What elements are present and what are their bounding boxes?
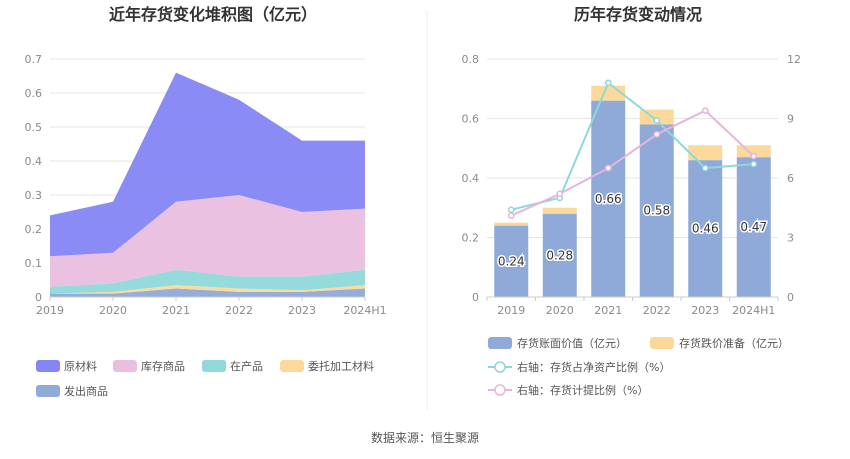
right-y2-tick-label: 3 <box>787 232 794 245</box>
bar-impairment-reserve <box>736 145 771 158</box>
right-legend-marker <box>494 361 506 373</box>
right-y-tick-label: 0 <box>472 291 479 304</box>
right-x-tick-label: 2023 <box>691 304 719 317</box>
line-point-2 <box>604 164 612 172</box>
left-y-tick-label: 0.6 <box>25 87 43 100</box>
right-y-tick-label: 0.6 <box>462 113 480 126</box>
left-x-tick-label: 2022 <box>225 304 253 317</box>
right-x-tick-label: 2021 <box>594 304 622 317</box>
bar-impairment-reserve <box>494 222 529 226</box>
left-area-5 <box>50 72 365 257</box>
left-legend-label: 库存商品 <box>141 359 185 373</box>
left-legend-swatch <box>280 360 304 372</box>
left-chart-title: 近年存货变化堆积图（亿元） <box>109 5 317 24</box>
left-legend-swatch <box>202 360 226 372</box>
bar-impairment-reserve <box>688 145 723 161</box>
right-legend-label: 右轴：存货占净资产比例（%） <box>517 360 670 374</box>
left-legend-label: 发出商品 <box>64 384 108 398</box>
left-y-tick-label: 0 <box>35 291 42 304</box>
left-y-tick-label: 0.7 <box>25 53 43 66</box>
left-area-1 <box>50 288 365 297</box>
bar-impairment-reserve <box>542 207 577 214</box>
left-x-tick-label: 2024H1 <box>343 304 386 317</box>
right-y2-tick-label: 9 <box>787 113 794 126</box>
bar-data-label: 0.24 <box>498 254 525 268</box>
line-point-1 <box>653 117 661 124</box>
right-x-tick-label: 2019 <box>497 304 525 317</box>
left-area-4 <box>50 195 365 287</box>
data-source: 数据来源：恒生聚源 <box>371 430 479 445</box>
line-point-2 <box>701 107 709 114</box>
line-series-1 <box>511 81 754 211</box>
line-point-2 <box>750 152 758 160</box>
left-legend-label: 委托加工材料 <box>308 359 374 373</box>
right-legend-label: 存货跌价准备（亿元） <box>679 336 789 350</box>
left-y-tick-label: 0.3 <box>25 189 43 202</box>
line-point-1 <box>507 206 515 214</box>
left-legend-label: 在产品 <box>230 359 263 373</box>
left-area-3 <box>50 269 365 294</box>
line-point-2 <box>556 190 564 198</box>
left-stacked-area-chart: 0 0.1 0.2 0.3 0.4 0.5 0.6 0.7 2019 2020 2021 2022 20… <box>25 53 387 398</box>
bar-book-value <box>542 213 577 297</box>
line-point-2 <box>653 131 661 138</box>
left-area-2 <box>50 285 365 294</box>
right-y2-tick-label: 0 <box>787 291 794 304</box>
right-legend-swatch <box>650 337 674 349</box>
right-legend-swatch <box>488 337 512 349</box>
line-point-1 <box>604 79 612 87</box>
bar-data-label: 0.58 <box>643 204 670 218</box>
right-y2-tick-label: 12 <box>787 53 801 66</box>
bar-book-value <box>688 160 723 297</box>
left-y-tick-label: 0.4 <box>25 155 43 168</box>
right-y-tick-label: 0.8 <box>462 53 480 66</box>
line-series-2 <box>510 109 755 217</box>
left-x-tick-label: 2023 <box>288 304 316 317</box>
right-x-tick-label: 2022 <box>643 304 671 317</box>
line-point-1 <box>701 164 709 172</box>
left-x-tick-label: 2019 <box>36 304 64 317</box>
right-legend-label: 右轴：存货计提比例（%） <box>517 383 648 397</box>
line-point-2 <box>507 212 515 220</box>
bar-book-value <box>639 124 674 297</box>
right-chart-title: 历年存货变动情况 <box>574 5 702 24</box>
right-y-tick-label: 0.4 <box>462 172 480 185</box>
right-legend-marker <box>494 384 506 396</box>
left-x-tick-label: 2021 <box>162 304 190 317</box>
left-y-tick-label: 0.5 <box>25 121 43 134</box>
bar-book-value <box>736 157 771 297</box>
bar-data-label: 0.47 <box>740 220 767 234</box>
right-bar-line-chart: 0 0.2 0.4 0.6 0.8 0 3 6 9 12 2019 2020 2021 2022 2023 2… <box>462 53 802 397</box>
right-y2-tick-label: 6 <box>787 172 794 185</box>
left-y-tick-label: 0.2 <box>25 223 43 236</box>
left-x-tick-label: 2020 <box>99 304 127 317</box>
right-legend-label: 存货账面价值（亿元） <box>517 336 627 350</box>
bar-data-label: 0.66 <box>595 192 622 206</box>
bar-book-value <box>494 225 529 297</box>
left-y-tick-label: 0.1 <box>25 257 43 270</box>
right-x-tick-label: 2020 <box>546 304 574 317</box>
right-y-tick-label: 0.2 <box>462 232 480 245</box>
left-legend-swatch <box>36 385 60 397</box>
bar-data-label: 0.46 <box>692 222 719 236</box>
left-legend-swatch <box>113 360 137 372</box>
left-legend-swatch <box>36 360 60 372</box>
bar-data-label: 0.28 <box>546 248 573 262</box>
bar-book-value <box>591 100 626 298</box>
right-x-tick-label: 2024H1 <box>732 304 775 317</box>
left-legend-label: 原材料 <box>64 359 97 373</box>
line-point-1 <box>750 160 758 168</box>
